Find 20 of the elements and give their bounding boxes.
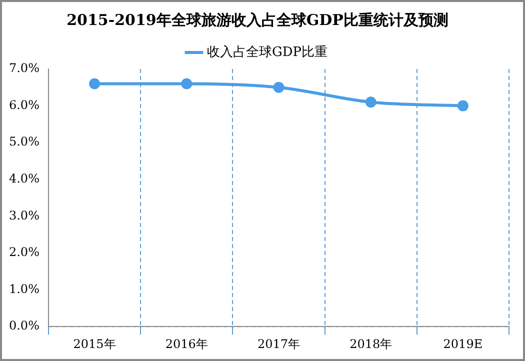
- y-tick-label: 5.0%: [8, 134, 40, 149]
- y-tick-label: 3.0%: [8, 208, 40, 222]
- point: [273, 82, 284, 93]
- y-tick-label: 7.0%: [8, 61, 40, 76]
- y-tick-label: 6.0%: [8, 98, 40, 112]
- x-tick-label: 2015年: [73, 336, 116, 351]
- y-tick-label: 1.0%: [8, 282, 40, 296]
- point: [365, 96, 376, 108]
- y-tick-label: 2.0%: [8, 245, 40, 260]
- legend-label: 收入占全球GDP比重: [206, 44, 328, 60]
- x-tick-label: 2018年: [350, 336, 392, 351]
- chart-title: 2015-2019年全球旅游收入占全球GDP比重统计及预测: [66, 10, 448, 29]
- point: [89, 78, 100, 90]
- y-tick-label: 0.0%: [8, 318, 40, 333]
- y-tick-label: 4.0%: [8, 172, 40, 186]
- point: [457, 100, 468, 112]
- x-tick-label: 2019E: [443, 336, 483, 351]
- x-tick-label: 2016年: [165, 336, 208, 351]
- x-tick-label: 2017年: [257, 336, 300, 351]
- point: [181, 78, 192, 90]
